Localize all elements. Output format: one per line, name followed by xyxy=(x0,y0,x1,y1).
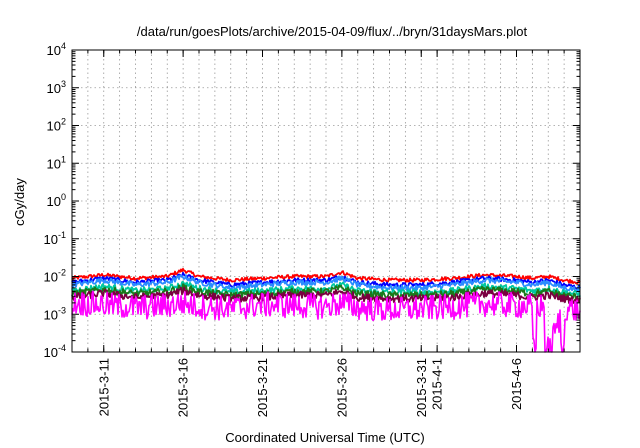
x-tick-label: 2015-4-1 xyxy=(430,358,445,410)
grid xyxy=(72,50,580,352)
series-line-4 xyxy=(71,283,581,301)
y-tick-label: 10-1 xyxy=(44,230,66,247)
y-tick-label: 103 xyxy=(47,79,66,96)
x-tick-label: 2015-3-21 xyxy=(255,358,270,417)
y-tick-label: 102 xyxy=(47,117,66,134)
x-tick-label: 2015-3-26 xyxy=(334,358,349,417)
x-tick-label: 2015-3-11 xyxy=(96,358,111,416)
axes: 10-4 10-3 10-2 10-1 100 101 102 103 104 2015-3-11… xyxy=(44,41,580,417)
y-tick-label: 10-4 xyxy=(44,343,66,360)
series-layer xyxy=(71,267,581,353)
x-tick-label: 2015-3-16 xyxy=(176,358,191,417)
y-tick-label: 100 xyxy=(47,192,66,209)
y-tick-label: 10-2 xyxy=(44,268,66,285)
x-axis-label: Coordinated Universal Time (UTC) xyxy=(225,430,424,445)
series-line-6 xyxy=(71,290,581,353)
y-axis-label: cGy/day xyxy=(12,178,27,226)
x-tick-label: 2015-4-6 xyxy=(509,358,524,410)
series-line-5 xyxy=(71,286,581,304)
y-tick-label: 104 xyxy=(47,41,66,58)
y-tick-label: 10-3 xyxy=(44,305,66,322)
y-tick-label: 101 xyxy=(47,154,66,171)
x-tick-label: 2015-3-31 xyxy=(414,358,429,417)
series-line-2 xyxy=(71,274,581,293)
chart-title: /data/run/goesPlots/archive/2015-04-09/f… xyxy=(137,24,528,39)
series-line-0 xyxy=(71,267,581,285)
